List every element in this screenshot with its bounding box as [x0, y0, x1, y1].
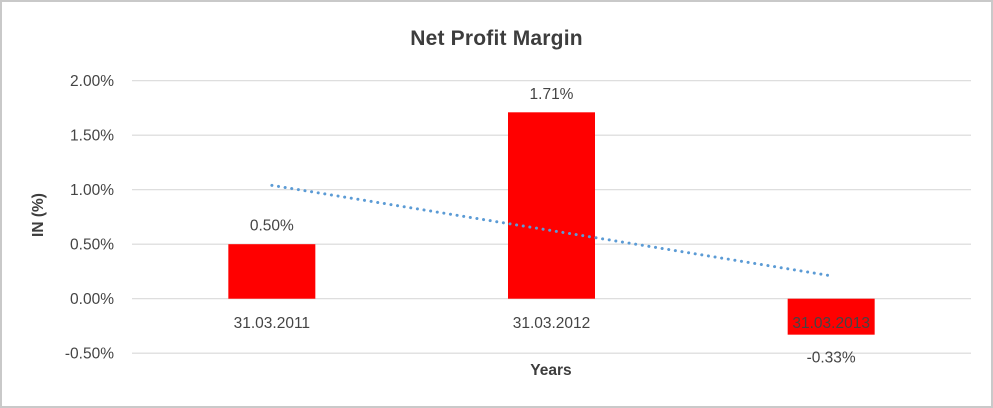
y-tick-label: -0.50%	[65, 346, 114, 363]
category-label: 31.03.2012	[513, 315, 591, 332]
y-tick-label: 1.50%	[70, 128, 114, 145]
bar	[787, 298, 875, 335]
y-tick-label: 0.50%	[70, 237, 114, 254]
y-tick-label: 0.00%	[70, 291, 114, 308]
y-tick-label: 2.00%	[70, 73, 114, 90]
bar-value-label: 1.71%	[530, 86, 574, 103]
bar-value-label: 0.50%	[250, 218, 294, 235]
category-label: 31.03.2013	[792, 315, 870, 332]
trendline	[270, 183, 833, 278]
y-tick-label: 1.00%	[70, 182, 114, 199]
bar	[228, 244, 316, 299]
chart-title: Net Profit Margin	[410, 27, 583, 50]
x-axis-title: Years	[530, 362, 572, 379]
bar-value-label: -0.33%	[807, 350, 856, 367]
bar	[508, 112, 595, 299]
category-label: 31.03.2011	[234, 315, 310, 332]
